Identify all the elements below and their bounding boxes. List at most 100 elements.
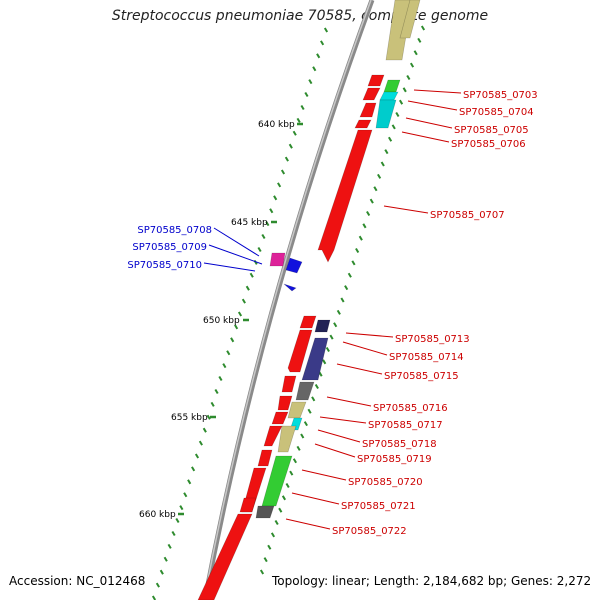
tick-track-left	[300, 104, 305, 110]
tick-track-right	[314, 384, 319, 390]
gene-feature-0706a	[354, 119, 372, 129]
tick-track-right	[413, 50, 418, 56]
gene-feature-cyan-2	[375, 99, 397, 129]
gene-feature-0720b	[261, 455, 293, 507]
tick-track-left	[151, 595, 157, 600]
tick-track-left	[320, 40, 325, 46]
tick-track-right	[303, 421, 308, 427]
tick-track-right	[278, 507, 283, 513]
tick-track-right	[398, 99, 404, 105]
tick-track-right	[369, 198, 374, 204]
leader-line-right	[326, 396, 372, 407]
tick-track-left	[237, 311, 243, 317]
tick-track-right	[373, 186, 378, 192]
gene-label-sp70585_0707: SP70585_0707	[430, 210, 505, 221]
tick-track-right	[377, 173, 382, 179]
gene-feature-cyan-1	[379, 91, 399, 101]
gene-feature-0719a	[263, 425, 283, 447]
kbp-tick-label: 645 kbp	[231, 218, 268, 228]
tick-track-right	[289, 470, 294, 476]
tick-track-left	[249, 272, 254, 278]
tick-track-right	[384, 149, 389, 155]
kbp-tick-label: 650 kbp	[203, 316, 240, 326]
tick-track-left	[206, 414, 211, 420]
backbone-line	[202, 0, 375, 600]
gene-labels: SP70585_0703 SP70585_0704 SP70585_0705 SP70…	[127, 89, 538, 537]
tick-track-left	[292, 130, 297, 136]
tick-track-left	[273, 195, 278, 201]
gene-label-sp70585_0706: SP70585_0706	[451, 139, 526, 150]
tick-track-left	[280, 169, 286, 175]
gene-label-sp70585_0719: SP70585_0719	[357, 454, 432, 465]
tick-track-left	[202, 427, 207, 433]
tick-track-left	[230, 337, 235, 343]
tick-track-right	[300, 433, 305, 439]
gene-label-sp70585_0720: SP70585_0720	[348, 477, 423, 488]
tick-track-right	[292, 458, 297, 464]
tick-track-left	[218, 376, 223, 382]
gene-feature-0717	[287, 401, 307, 419]
tick-track-left	[245, 285, 250, 291]
tick-track-right	[409, 62, 415, 68]
topology-text: Topology: linear; Length: 2,184,682 bp; …	[272, 574, 592, 588]
gene-label-sp70585_0714: SP70585_0714	[389, 352, 464, 363]
kbp-tick-label: 655 kbp	[171, 413, 208, 423]
tick-track-right	[355, 248, 360, 254]
tick-track-right	[322, 359, 327, 365]
tick-track-left	[210, 401, 215, 407]
tick-track-left	[257, 246, 262, 252]
kbp-tick-label: 640 kbp	[258, 120, 295, 130]
leader-line-right	[336, 363, 383, 375]
leader-line-right	[301, 469, 347, 481]
gene-feature-0722	[197, 513, 253, 600]
gene-feature-0709	[285, 257, 303, 274]
gene-feature-0713b	[314, 319, 331, 333]
tick-track-left	[155, 582, 160, 588]
leader-line-right	[407, 100, 458, 111]
leader-line-left	[213, 227, 260, 257]
tick-track-right	[388, 136, 393, 142]
tick-track-right	[296, 445, 301, 451]
gene-feature-0703	[367, 74, 385, 87]
tick-track-left	[179, 505, 184, 511]
tick-track-right	[366, 210, 371, 216]
tick-track-right	[285, 482, 290, 488]
tick-track-left	[323, 27, 329, 33]
tick-track-left	[241, 298, 246, 304]
tick-track-left	[304, 92, 309, 98]
gene-feature-0714b	[301, 337, 329, 381]
gene-feature-0715b	[295, 381, 315, 401]
tick-track-left	[284, 156, 289, 162]
leader-line-right	[413, 89, 462, 94]
tick-track-left	[194, 453, 200, 459]
tick-track-right	[351, 260, 356, 266]
gene-feature-0715a	[281, 375, 297, 393]
gene-feature-0708	[269, 252, 286, 267]
tick-track-right	[395, 112, 400, 118]
tick-track-left	[265, 221, 270, 227]
tick-track-left	[171, 530, 176, 536]
tick-track-right	[263, 557, 268, 563]
tick-track-right	[406, 74, 411, 80]
tick-track-left	[261, 234, 266, 240]
leader-line-right	[383, 205, 429, 214]
tick-track-right	[420, 25, 426, 31]
kbp-tick-label: 660 kbp	[139, 510, 176, 520]
tick-track-right	[307, 408, 312, 414]
gene-feature-0721b	[255, 505, 275, 519]
tick-track-left	[312, 66, 317, 72]
backbone-highlight	[203, 0, 372, 600]
accession-text: Accession: NC_012468	[9, 574, 146, 588]
tick-track-right	[259, 569, 265, 575]
leader-line-right	[319, 416, 367, 424]
tick-track-left	[226, 350, 231, 356]
tick-track-left	[214, 388, 219, 394]
gene-label-sp70585_0713: SP70585_0713	[395, 334, 470, 345]
tick-track-left	[277, 182, 282, 188]
tick-track-left	[159, 569, 164, 575]
gene-label-sp70585_0721: SP70585_0721	[341, 501, 416, 512]
tick-track-right	[391, 124, 396, 130]
tick-track-right	[347, 272, 352, 278]
tick-track-left	[198, 440, 203, 446]
gene-label-sp70585_0716: SP70585_0716	[373, 403, 448, 414]
